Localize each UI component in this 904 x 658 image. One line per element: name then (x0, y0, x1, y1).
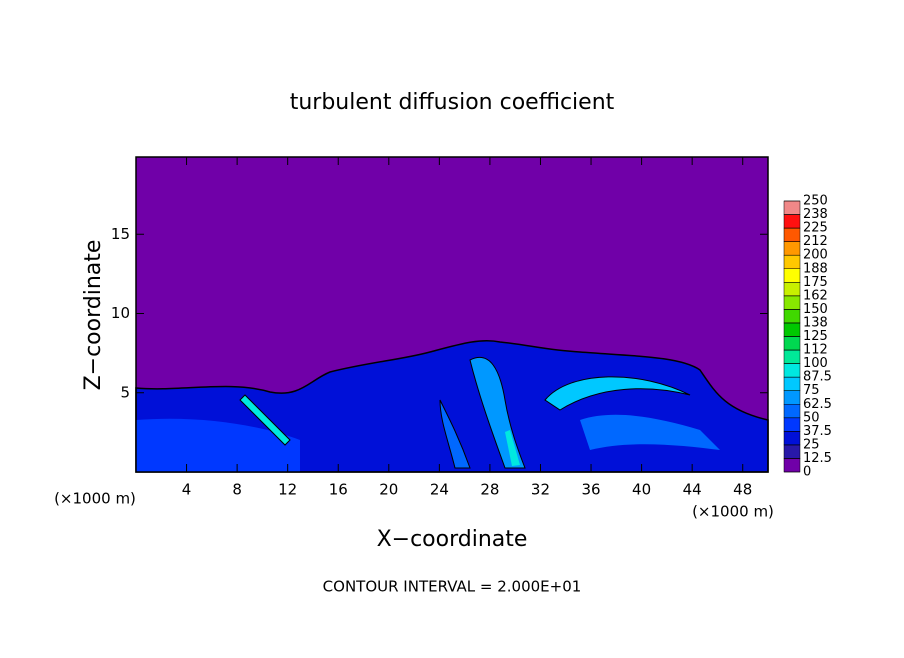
x-unit-label: (×1000 m) (692, 503, 774, 521)
x-tick-label: 28 (480, 481, 499, 499)
colorbar-label: 25 (803, 437, 820, 452)
colorbar-swatch (783, 349, 801, 364)
colorbar-label: 250 (803, 194, 828, 209)
field-region (580, 414, 720, 450)
colorbar-label: 162 (803, 288, 828, 303)
colorbar-label: 125 (803, 329, 828, 344)
colorbar-swatch (783, 458, 801, 473)
field-region (505, 430, 520, 466)
x-tick-label: 44 (683, 481, 702, 499)
field-region (544, 376, 691, 411)
x-tick-label: 20 (379, 481, 398, 499)
x-tick-label: 4 (182, 481, 192, 499)
x-tick-label: 24 (430, 481, 449, 499)
colorbar-swatch (783, 336, 801, 351)
colorbar-label: 0 (803, 465, 811, 480)
colorbar-label: 112 (803, 343, 828, 358)
y-axis-label: Z−coordinate (81, 240, 106, 391)
x-tick-label: 32 (531, 481, 550, 499)
x-tick-label: 16 (329, 481, 348, 499)
colorbar-label: 200 (803, 248, 828, 263)
field-region (439, 399, 471, 469)
colorbar-swatch (783, 363, 801, 378)
colorbar-label: 238 (803, 207, 828, 222)
field-region (136, 418, 300, 472)
x-axis-label: X−coordinate (377, 527, 528, 552)
footnote: CONTOUR INTERVAL = 2.000E+01 (323, 578, 582, 596)
colorbar-swatch (783, 214, 801, 229)
colorbar-swatch (783, 404, 801, 419)
x-tick-label: 36 (581, 481, 600, 499)
colorbar-label: 188 (803, 261, 828, 276)
colorbar-label: 225 (803, 221, 828, 236)
colorbar-label: 175 (803, 275, 828, 290)
x-tick-label: 48 (733, 481, 752, 499)
colorbar-label: 100 (803, 356, 828, 371)
x-unit-label: (×1000 m) (54, 490, 136, 508)
y-tick-label: 10 (111, 304, 130, 322)
colorbar-label: 75 (803, 383, 820, 398)
colorbar-swatch (783, 322, 801, 337)
colorbar-swatch (783, 254, 801, 269)
colorbar-swatch (783, 444, 801, 459)
y-tick-label: 5 (120, 383, 130, 401)
colorbar-label: 212 (803, 234, 828, 249)
colorbar-swatch (783, 282, 801, 297)
colorbar-swatch (783, 390, 801, 405)
colorbar-label: 150 (803, 302, 828, 317)
x-tick-label: 8 (232, 481, 242, 499)
field-region (239, 394, 291, 446)
colorbar-label: 50 (803, 410, 820, 425)
colorbar-swatch (783, 268, 801, 283)
colorbar-swatch (783, 431, 801, 446)
chart-title: turbulent diffusion coefficient (290, 90, 615, 115)
colorbar-swatch (783, 241, 801, 256)
colorbar-swatch (783, 295, 801, 310)
x-tick-label: 40 (632, 481, 651, 499)
colorbar-label: 62.5 (803, 397, 832, 412)
colorbar-label: 138 (803, 315, 828, 330)
colorbar-label: 12.5 (803, 451, 832, 466)
colorbar-swatch (783, 200, 801, 215)
y-tick-label: 15 (111, 225, 130, 243)
plot-frame (135, 156, 769, 473)
colorbar-label: 87.5 (803, 370, 832, 385)
colorbar-swatch (783, 309, 801, 324)
colorbar-swatch (783, 417, 801, 432)
colorbar-label: 37.5 (803, 424, 832, 439)
colorbar-swatch (783, 376, 801, 391)
x-tick-label: 12 (278, 481, 297, 499)
colorbar-swatch (783, 227, 801, 242)
